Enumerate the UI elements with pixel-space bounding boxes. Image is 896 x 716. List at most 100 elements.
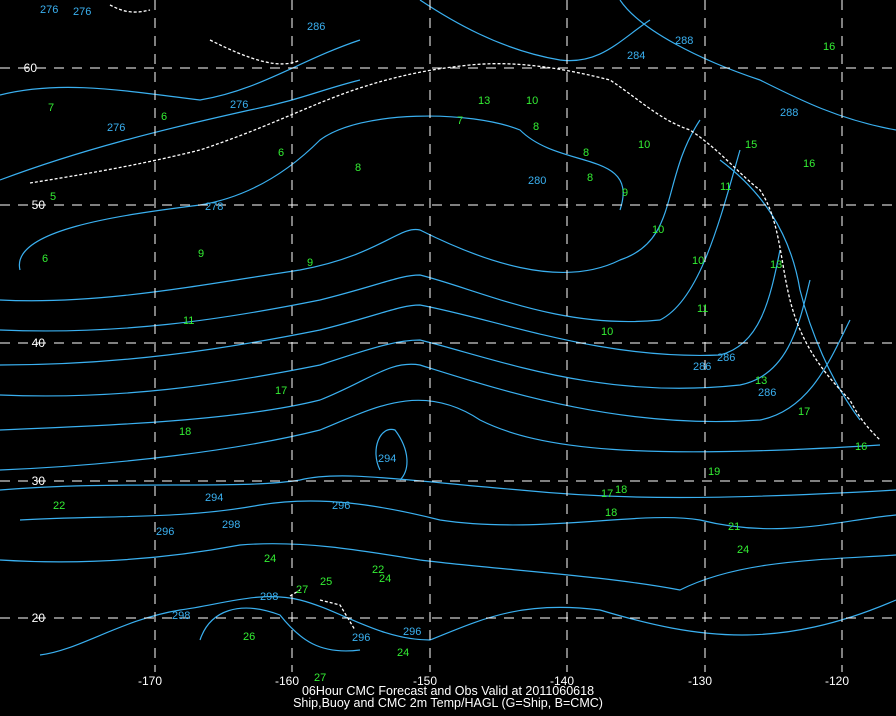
map-title: 06Hour CMC Forecast and Obs Valid at 201… <box>301 684 595 698</box>
contour-line <box>419 0 651 62</box>
ship-obs-value: 24 <box>397 647 409 659</box>
ship-obs-value: 7 <box>48 102 54 114</box>
ship-obs-value: 18 <box>615 484 627 496</box>
cmc-contour-value: 296 <box>156 526 174 538</box>
ship-obs-value: 8 <box>355 162 361 174</box>
ship-obs-value: 17 <box>601 488 613 500</box>
cmc-contours <box>0 0 896 656</box>
ship-obs-value: 9 <box>622 187 628 199</box>
ship-obs-value: 24 <box>264 553 276 565</box>
cmc-contour-value: 276 <box>40 4 58 16</box>
ship-obs-value: 17 <box>798 406 810 418</box>
ship-obs-value: 13 <box>478 95 490 107</box>
contour-line <box>0 319 851 431</box>
ship-obs-value: 24 <box>379 573 391 585</box>
ship-obs-value: 22 <box>372 564 384 576</box>
ship-obs-value: 13 <box>770 259 782 271</box>
cmc-contour-value: 288 <box>675 35 693 47</box>
cmc-contour-value: 286 <box>693 361 711 373</box>
lat-label: 50 <box>32 198 46 212</box>
cmc-contour-value: 286 <box>307 21 325 33</box>
ship-obs-value: 10 <box>652 224 664 236</box>
ship-obs-value: 18 <box>605 507 617 519</box>
ship-obs-value: 10 <box>692 255 704 267</box>
cmc-contour-value: 298 <box>222 519 240 531</box>
ship-obs-value: 27 <box>296 584 308 596</box>
ship-obs-value: 27 <box>314 672 326 684</box>
cmc-contour-value: 276 <box>107 122 125 134</box>
ship-obs-value: 25 <box>320 576 332 588</box>
cmc-contour-value: 298 <box>260 591 278 603</box>
contour-line <box>619 0 896 131</box>
ship-obs-value: 22 <box>53 500 65 512</box>
cmc-contour-value: 296 <box>332 500 350 512</box>
contour-line <box>0 149 741 332</box>
cmc-contour-value: 278 <box>205 201 223 213</box>
lat-label: 30 <box>32 474 46 488</box>
lat-label: 20 <box>32 611 46 625</box>
cmc-contour-value: 288 <box>780 107 798 119</box>
ship-obs-value: 9 <box>198 248 204 260</box>
ship-obs-value: 8 <box>583 147 589 159</box>
coastline <box>29 63 881 441</box>
coastline <box>109 4 356 631</box>
ship-obs-value: 16 <box>803 158 815 170</box>
ship-obs-value: 21 <box>728 521 740 533</box>
cmc-contour-value: 276 <box>230 99 248 111</box>
ship-obs-value: 11 <box>183 315 194 327</box>
contour-line <box>199 607 361 652</box>
cmc-contour-value: 286 <box>758 387 776 399</box>
lat-label: 60 <box>24 61 38 75</box>
lon-label: -170 <box>138 674 162 688</box>
contour-line <box>18 115 624 271</box>
lon-label: -120 <box>825 674 849 688</box>
cmc-contour-value: 296 <box>403 626 421 638</box>
contour-line <box>0 279 811 397</box>
cmc-contour-value: 296 <box>352 632 370 644</box>
ship-obs-value: 8 <box>587 172 593 184</box>
ship-obs-value: 6 <box>161 111 167 123</box>
contour-line <box>0 119 701 302</box>
lon-label: -130 <box>688 674 712 688</box>
contour-line <box>0 39 361 101</box>
ship-obs-value: 17 <box>275 385 287 397</box>
contour-line <box>0 475 896 499</box>
ship-obs-value: 24 <box>737 544 749 556</box>
cmc-contour-value: 280 <box>528 175 546 187</box>
ship-obs-value: 16 <box>855 441 867 453</box>
ship-obs-value: 26 <box>243 631 255 643</box>
contour-line <box>19 500 896 530</box>
contour-line <box>375 428 408 481</box>
axis-labels: 60 50 40 30 20 -170 -160 -150 -140 -130 … <box>24 61 850 688</box>
ship-obs-value: 10 <box>601 326 613 338</box>
lat-lon-grid <box>0 0 896 672</box>
cmc-contour-value: 286 <box>717 352 735 364</box>
ship-obs-value: 6 <box>278 147 284 159</box>
ship-obs-value: 19 <box>708 466 720 478</box>
lon-label: -150 <box>413 674 437 688</box>
lat-label: 40 <box>32 336 46 350</box>
ship-obs-value: 18 <box>179 426 191 438</box>
contour-line <box>0 399 881 471</box>
ship-obs-value: 13 <box>755 375 767 387</box>
ship-obs-value: 7 <box>457 115 463 127</box>
coastlines <box>29 4 881 631</box>
ship-obs-value: 10 <box>526 95 538 107</box>
ship-obs-value: 9 <box>307 257 313 269</box>
cmc-contour-value: 276 <box>73 6 91 18</box>
contour-line <box>39 596 896 656</box>
cmc-contour-value: 298 <box>172 610 190 622</box>
map-subtitle: Ship,Buoy and CMC 2m Temp/HAGL (G=Ship, … <box>293 696 603 710</box>
contour-line <box>719 159 861 421</box>
cmc-contour-value: 294 <box>378 453 396 465</box>
contour-line <box>0 79 361 181</box>
lon-label: -140 <box>550 674 574 688</box>
ship-obs-value: 8 <box>533 121 539 133</box>
ship-obs-value: 6 <box>42 253 48 265</box>
cmc-contour-value: 294 <box>205 492 223 504</box>
ship-obs-value: 10 <box>638 139 650 151</box>
ship-obs-value: 11 <box>720 181 731 193</box>
contour-line <box>0 543 896 591</box>
